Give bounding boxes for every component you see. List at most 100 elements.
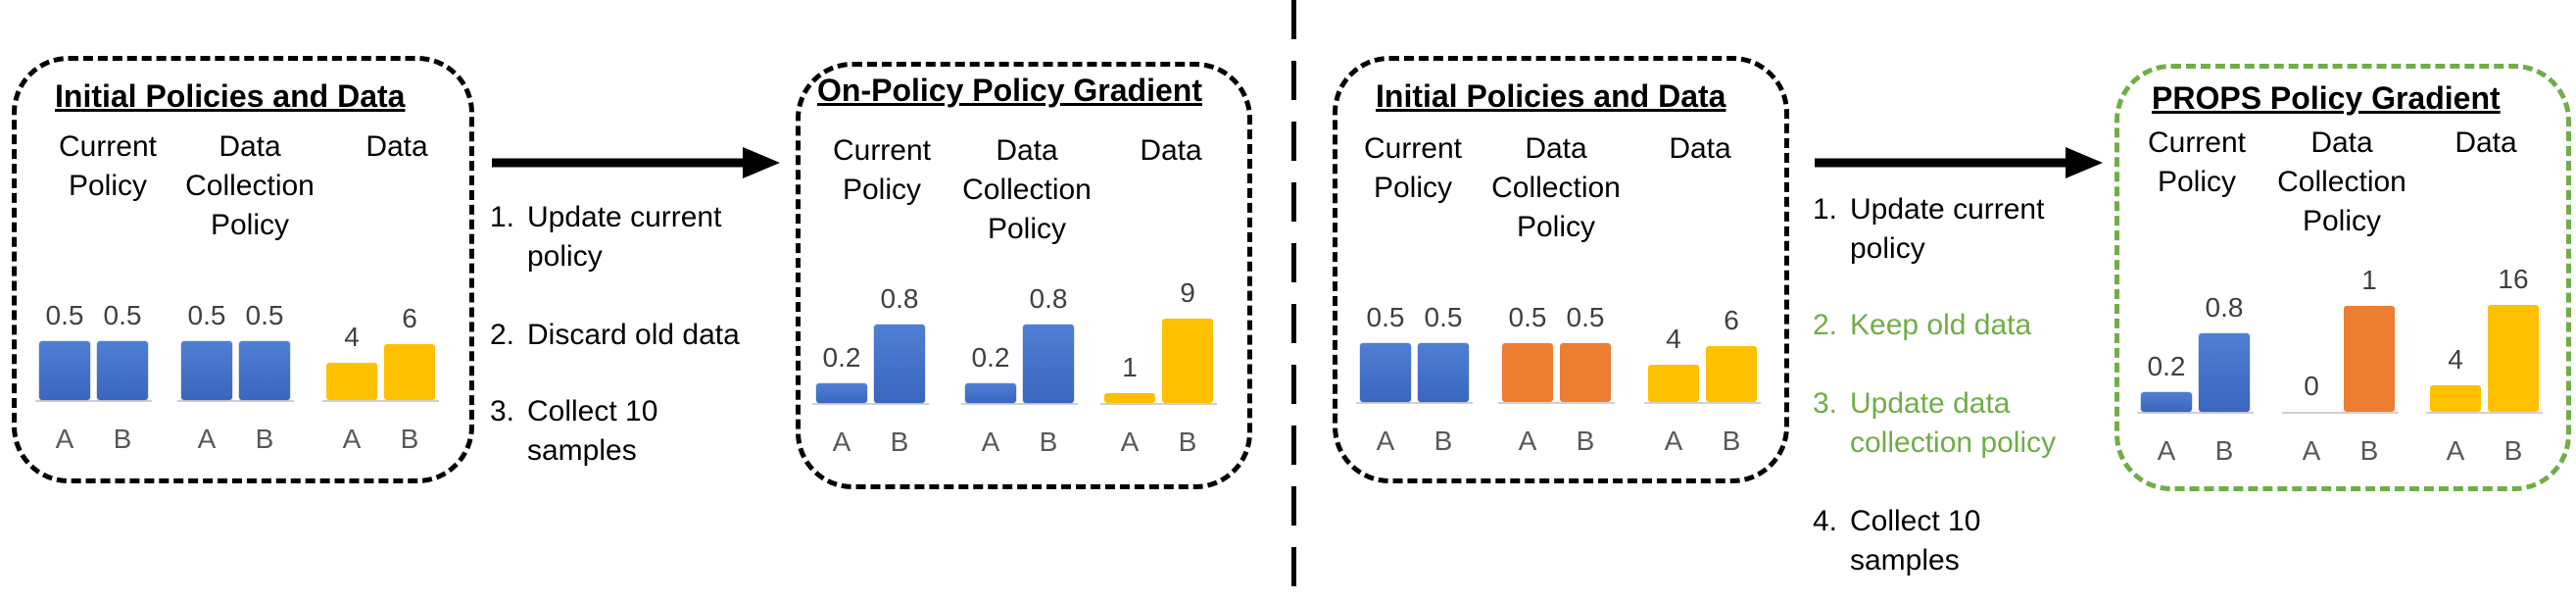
step-text: Collect 10 samples <box>1850 505 1981 577</box>
bar-value-label: 0.5 <box>1424 302 1463 332</box>
bar-category-label: B <box>1722 426 1741 456</box>
panel-title-right-initial: Initial Policies and Data <box>1376 78 1726 114</box>
bar-category-label: B <box>1576 426 1595 456</box>
bar-value-label: 1 <box>1122 352 1138 383</box>
bar-on-policy-data-collection-policy-a <box>965 383 1016 403</box>
step-item: 1. Update current policy <box>1813 190 2044 269</box>
bar-category-label: A <box>55 424 74 454</box>
bar-value-label: 4 <box>1666 324 1681 354</box>
header-current-policy: Current Policy <box>832 134 932 206</box>
bar-category-label: A <box>197 424 217 454</box>
panel-title-props: PROPS Policy Gradient <box>2152 80 2501 116</box>
bar-value-label: 0.5 <box>45 300 84 330</box>
bar-category-label: A <box>1518 426 1537 456</box>
bar-on-policy-data-a <box>1104 393 1155 403</box>
header-data-collection-policy: Data Collection Policy <box>2277 126 2406 237</box>
step-item: 3. Update data collection policy <box>1813 384 2056 463</box>
bar-value-label: 1 <box>2361 265 2377 295</box>
bar-value-label: 0.8 <box>2205 292 2244 323</box>
bar-left-initial-data-a <box>326 363 377 400</box>
step-number: 2. <box>490 319 515 351</box>
bar-baseline <box>1644 402 1761 404</box>
header-current-policy: Current Policy <box>2147 126 2247 198</box>
bar-baseline <box>35 400 152 402</box>
bar-value-label: 16 <box>2498 264 2529 295</box>
bar-right-initial-data-a <box>1648 365 1699 402</box>
bar-on-policy-current-policy-a <box>816 383 867 403</box>
bar-left-initial-current-policy-b <box>97 341 148 400</box>
bar-category-label: B <box>890 426 909 457</box>
bar-baseline <box>2282 412 2399 414</box>
bar-right-initial-current-policy-b <box>1418 343 1469 402</box>
bar-props-current-policy-b <box>2199 333 2250 412</box>
bar-category-label: B <box>1178 426 1197 457</box>
bar-category-label: A <box>342 424 362 454</box>
arrow-icon <box>1815 147 2103 178</box>
header-data: Data <box>1669 132 1731 165</box>
bar-props-current-policy-a <box>2141 392 2192 412</box>
bar-value-label: 0.5 <box>187 300 226 330</box>
header-data: Data <box>2454 126 2517 159</box>
bar-baseline <box>177 400 294 402</box>
bar-baseline <box>2137 412 2254 414</box>
step-number: 1. <box>1813 193 1838 226</box>
bar-category-label: B <box>113 424 132 454</box>
step-text: Discard old data <box>527 319 740 351</box>
bar-right-initial-data-b <box>1706 346 1757 402</box>
bar-value-label: 0.5 <box>103 300 142 330</box>
step-item: 2. Keep old data <box>1813 306 2031 345</box>
bar-category-label: A <box>2302 435 2321 466</box>
bar-left-initial-data-collection-policy-b <box>239 341 290 400</box>
step-number: 4. <box>1813 505 1838 537</box>
header-data-collection-policy: Data Collection Policy <box>185 130 315 241</box>
bar-value-label: 0.5 <box>245 300 284 330</box>
step-item: 1. Update current policy <box>490 198 721 276</box>
panel-on-policy <box>796 62 1252 489</box>
bar-category-label: A <box>1120 426 1140 457</box>
bar-category-label: A <box>1664 426 1683 456</box>
bar-category-label: A <box>981 426 1000 457</box>
bar-value-label: 0.2 <box>2147 351 2186 381</box>
header-current-policy: Current Policy <box>58 130 158 202</box>
bar-value-label: 6 <box>1724 305 1739 335</box>
bar-baseline <box>322 400 439 402</box>
bar-baseline <box>2426 412 2543 414</box>
bar-category-label: B <box>400 424 419 454</box>
step-item: 4. Collect 10 samples <box>1813 502 1980 580</box>
bar-value-label: 0.8 <box>1029 283 1068 314</box>
step-text: Update current policy <box>527 201 722 273</box>
bar-left-initial-data-collection-policy-a <box>181 341 232 400</box>
panel-left-initial <box>12 56 474 483</box>
bar-category-label: A <box>1376 426 1395 456</box>
step-text: Keep old data <box>1850 309 2032 341</box>
bar-baseline <box>1356 402 1473 404</box>
bar-on-policy-data-b <box>1162 318 1213 403</box>
bar-category-label: B <box>1039 426 1058 457</box>
bar-props-data-b <box>2488 305 2539 412</box>
panel-props <box>2114 64 2571 491</box>
header-data-collection-policy: Data Collection Policy <box>962 134 1092 245</box>
bar-value-label: 0.5 <box>1508 302 1547 332</box>
bar-value-label: 4 <box>344 322 360 352</box>
bar-category-label: B <box>2503 435 2523 466</box>
step-item: 3. Collect 10 samples <box>490 392 657 471</box>
panel-title-on-policy: On-Policy Policy Gradient <box>817 73 1202 108</box>
bar-props-data-collection-policy-b <box>2344 306 2395 412</box>
bar-left-initial-data-b <box>384 344 435 400</box>
bar-baseline <box>961 403 1078 405</box>
step-text: Collect 10 samples <box>527 395 658 467</box>
section-divider <box>1291 0 1296 602</box>
bar-on-policy-current-policy-b <box>874 325 925 403</box>
step-item: 2. Discard old data <box>490 316 740 355</box>
bar-value-label: 9 <box>1180 276 1195 308</box>
bar-left-initial-current-policy-a <box>39 341 90 400</box>
bar-baseline <box>812 403 929 405</box>
bar-category-label: B <box>255 424 274 454</box>
bar-value-label: 0.2 <box>822 342 861 373</box>
bar-category-label: B <box>2214 435 2234 466</box>
step-number: 3. <box>1813 387 1838 420</box>
header-data: Data <box>365 130 428 163</box>
bar-value-label: 0 <box>2304 371 2319 401</box>
step-number: 3. <box>490 395 515 427</box>
header-data: Data <box>1140 134 1202 167</box>
